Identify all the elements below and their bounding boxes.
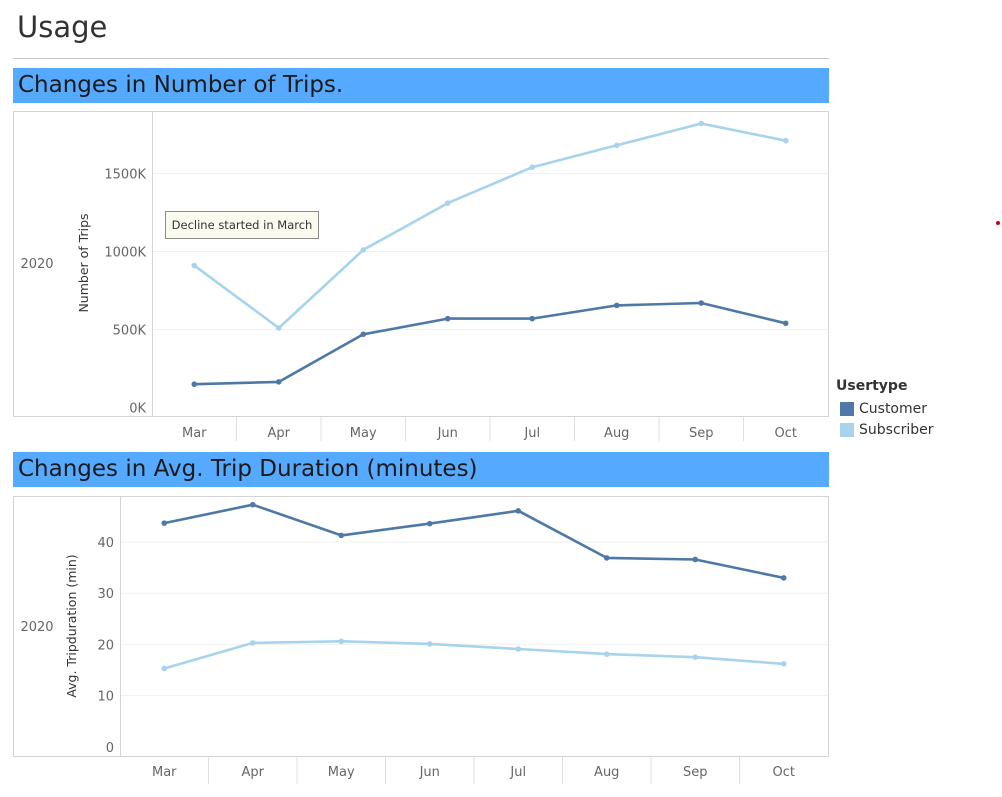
trips-y-tick-label: 1500K	[104, 167, 146, 182]
duration-line-subscriber	[163, 639, 786, 670]
trips-line-subscriber	[193, 122, 788, 330]
legend-title: Usertype	[836, 378, 908, 394]
duration-x-tick-label: Jul	[509, 765, 526, 780]
trips-point-customer	[191, 381, 198, 388]
legend-label-customer: Customer	[859, 400, 928, 417]
trips-chart-title: Changes in Number of Trips.	[13, 68, 829, 103]
trips-y-tick-label: 1000K	[104, 246, 146, 261]
legend-swatch-subscriber	[840, 422, 854, 437]
duration-point-customer	[603, 555, 610, 561]
trips-x-tick-label: Mar	[182, 426, 207, 441]
trips-y-tick-label: 0K	[129, 402, 146, 417]
trips-x-tick-label: Oct	[775, 426, 797, 441]
trips-point-subscriber	[782, 137, 789, 144]
duration-y-tick-label: 40	[97, 536, 114, 551]
trips-point-subscriber	[191, 262, 198, 269]
duration-point-customer	[338, 532, 345, 539]
duration-point-customer	[692, 556, 699, 563]
duration-point-subscriber	[780, 661, 787, 667]
page-title: Usage	[17, 10, 108, 44]
duration-line-customer	[163, 503, 786, 580]
trips-x-tick-label: Jul	[523, 426, 540, 441]
trips-point-customer	[613, 302, 620, 309]
duration-point-subscriber	[338, 638, 345, 645]
duration-y-tick-label: 10	[97, 690, 114, 705]
trips-point-customer	[698, 300, 705, 306]
trips-point-subscriber	[360, 247, 367, 253]
duration-point-subscriber	[249, 640, 256, 646]
duration-chart-title: Changes in Avg. Trip Duration (minutes)	[13, 452, 829, 487]
trips-y-tick-label: 500K	[113, 324, 147, 339]
trips-x-tick-label: May	[350, 426, 377, 441]
trips-point-subscriber	[613, 142, 620, 149]
duration-y-tick-label: 20	[97, 638, 114, 653]
duration-point-customer	[780, 575, 787, 581]
duration-point-subscriber	[426, 641, 433, 647]
trips-point-subscriber	[444, 200, 451, 206]
trips-point-customer	[782, 320, 789, 327]
duration-x-tick-label: Sep	[683, 765, 708, 780]
legend: Usertype Customer Subscriber	[836, 378, 934, 440]
trips-point-customer	[360, 331, 367, 338]
duration-point-subscriber	[515, 646, 522, 652]
title-divider	[13, 58, 829, 59]
trips-x-tick-label: Aug	[604, 426, 629, 441]
trips-line-customer	[193, 301, 788, 386]
trips-point-subscriber	[529, 164, 536, 171]
legend-item-subscriber[interactable]: Subscriber	[836, 419, 934, 440]
duration-plot-frame	[13, 496, 829, 757]
duration-point-subscriber	[603, 651, 610, 657]
duration-x-tick-label: Oct	[773, 765, 795, 780]
trips-point-subscriber	[698, 120, 705, 127]
marker-dot	[996, 221, 1000, 225]
duration-point-customer	[426, 520, 433, 527]
trips-plot-frame	[13, 111, 829, 417]
duration-y-tick-label: 0	[106, 741, 114, 756]
trips-point-customer	[529, 315, 536, 322]
trips-point-subscriber	[275, 325, 282, 331]
duration-x-tick-label: Jun	[419, 765, 440, 780]
trips-x-tick-label: Apr	[268, 426, 291, 441]
duration-row-label: 2020	[20, 620, 53, 635]
decline-annotation: Decline started in March	[165, 211, 319, 239]
trips-y-axis-title: Number of Trips	[76, 213, 91, 312]
trips-point-customer	[444, 315, 451, 322]
duration-point-subscriber	[692, 654, 699, 661]
trips-row-label: 2020	[20, 257, 53, 272]
duration-point-customer	[249, 501, 256, 508]
legend-swatch-customer	[840, 401, 854, 416]
duration-point-customer	[515, 508, 522, 514]
trips-point-customer	[275, 379, 282, 385]
legend-label-subscriber: Subscriber	[859, 421, 934, 438]
duration-y-axis-title: Avg. Tripduration (min)	[64, 554, 79, 697]
duration-point-customer	[161, 520, 168, 526]
duration-y-tick-label: 30	[97, 587, 114, 602]
duration-x-tick-label: May	[328, 765, 355, 780]
duration-x-tick-label: Aug	[594, 765, 619, 780]
legend-item-customer[interactable]: Customer	[836, 398, 934, 419]
duration-point-subscriber	[161, 665, 168, 672]
trips-x-tick-label: Sep	[689, 426, 714, 441]
trips-x-tick-label: Jun	[437, 426, 458, 441]
duration-x-tick-label: Apr	[242, 765, 265, 780]
duration-x-tick-label: Mar	[152, 765, 177, 780]
